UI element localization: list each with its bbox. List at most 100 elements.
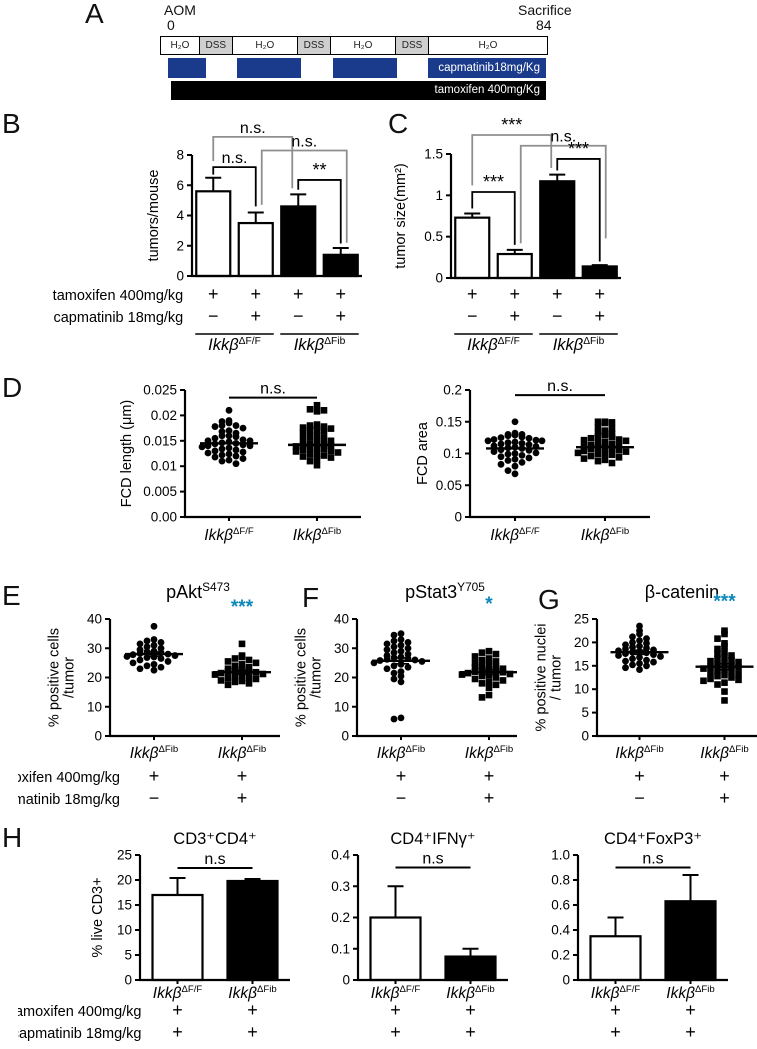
row-value: − (634, 788, 645, 808)
scatter-point (504, 450, 512, 458)
scatter-point (735, 670, 742, 678)
chart-H3-svg: 0 0.2 0.4 0.6 0.8 1.0 CD4⁺FoxP3⁺ n.s IkkβΔF/F Ikk… (551, 830, 728, 1042)
scatter-point (232, 452, 240, 460)
genotype-label: IkkβΔFib (218, 744, 266, 762)
row-value: + (509, 284, 520, 304)
sig-bracket (471, 134, 553, 186)
scatter-point (390, 669, 398, 677)
scatter-point (136, 656, 144, 664)
y-tick-label: 0.6 (551, 898, 570, 913)
scatter-point (504, 439, 512, 447)
y-tick-label: 40 (334, 612, 349, 627)
scatter-point (629, 639, 636, 646)
chart-title: pStat3Y705 (405, 580, 485, 602)
y-axis-label: FCD length (μm) (119, 400, 135, 507)
y-axis-label: % positive cells/tumor (47, 628, 78, 727)
scatter-point (390, 649, 398, 657)
y-tick-label: 0 (342, 973, 350, 988)
chart-title: CD4⁺FoxP3⁺ (604, 830, 702, 848)
scatter-point (636, 653, 643, 661)
scatter-point (320, 445, 328, 453)
scatter-point (397, 630, 405, 638)
y-tick-label: 20 (87, 670, 102, 685)
y-tick-label: 1.0 (551, 848, 570, 863)
scatter-point (608, 433, 616, 441)
scatter-point (532, 436, 540, 444)
scatter-point (518, 458, 526, 466)
scatter-point (252, 675, 260, 683)
scatter-point (485, 661, 493, 668)
water-dss-track: H₂O DSS H₂O DSS H₂O DSS H₂O (160, 36, 548, 55)
chart-title: CD3⁺CD4⁺ (173, 830, 256, 848)
sig-label: n.s. (550, 129, 576, 146)
scatter-point (714, 635, 721, 642)
panel-e-chart: 0 10 20 30 40 % positive cells/tumor pAktS473 *… (0, 576, 286, 821)
scatter-point (245, 656, 253, 664)
scatter-point (714, 650, 721, 657)
scatter-point (150, 660, 158, 668)
bar (322, 253, 359, 278)
scatter-point (238, 640, 246, 648)
segment-label: DSS (303, 40, 325, 51)
y-tick-label: 0.4 (331, 848, 350, 863)
genotype-label: IkkβΔFib (581, 526, 629, 544)
panel-label-d: D (2, 372, 23, 403)
y-tick-label: 0.5 (424, 229, 443, 244)
sig-bracket (297, 179, 342, 244)
scatter-point (245, 680, 253, 687)
scatter-point (721, 648, 728, 656)
capmatinib-gap (205, 58, 238, 78)
row-label: capmatinib 18mg/kg (18, 792, 120, 808)
capmatinib-gap (301, 58, 333, 78)
scatter-point (721, 654, 728, 661)
scatter-point (320, 423, 328, 430)
bar (581, 265, 618, 280)
scatter-point (150, 636, 158, 643)
genotype-label: IkkβΔFib (700, 744, 748, 762)
bar (444, 955, 497, 982)
row-value: + (509, 306, 520, 326)
panel-h2-chart: 0 0.1 0.2 0.3 0.4 CD4⁺IFNγ⁺ n.s IkkβΔF/F IkkβΔFi… (300, 828, 525, 1049)
scatter-point (232, 422, 240, 429)
scatter-point (492, 674, 500, 681)
scatter-point (238, 653, 246, 661)
scatter-point (615, 436, 623, 443)
row-value: + (247, 1000, 258, 1020)
panel-label-g: G (538, 584, 560, 615)
chart-E-svg: 0 10 20 30 40 % positive cells/tumor pAktS473*… (0, 580, 286, 808)
row-value: + (719, 788, 730, 808)
panel-h3-chart: 0 0.2 0.4 0.6 0.8 1.0 CD4⁺FoxP3⁺ n.s IkkβΔF/F Ikk… (518, 828, 753, 1049)
row-value: + (247, 1022, 258, 1042)
panel-label-b: B (2, 108, 21, 139)
scatter-point (636, 637, 643, 644)
genotype-label: IkkβΔFib (228, 984, 276, 1002)
scatter-point (225, 406, 233, 414)
scatter-point (484, 437, 492, 445)
capmatinib-track-label: capmatinib18mg/Kg (438, 62, 540, 74)
scatter-point (150, 666, 158, 674)
scatter-point (594, 424, 602, 431)
scatter-point (714, 661, 721, 669)
scatter-point (218, 457, 226, 465)
scatter-point (320, 428, 328, 435)
scatter-point (490, 436, 498, 443)
scatter-point (164, 658, 172, 665)
scatter-point (397, 647, 405, 655)
scatter-point (728, 652, 735, 659)
scatter-point (320, 407, 328, 414)
tamoxifen-track-label: tamoxifen 400mg/Kg (434, 84, 540, 96)
row-value: + (685, 1022, 696, 1042)
scatter-point (485, 678, 493, 686)
scatter-point (458, 671, 466, 678)
genotype-label: IkkβΔFib (294, 336, 346, 354)
water-segment: H₂O (329, 37, 396, 54)
scatter-point (608, 451, 616, 459)
row-value: + (390, 1000, 401, 1020)
row-value: − (149, 788, 160, 808)
genotype-label: IkkβΔF/F (490, 526, 540, 544)
row-value: + (634, 766, 645, 786)
y-tick-label: 10 (87, 699, 102, 714)
scatter-point (198, 443, 206, 451)
genotype-label: IkkβΔFib (446, 984, 494, 1002)
